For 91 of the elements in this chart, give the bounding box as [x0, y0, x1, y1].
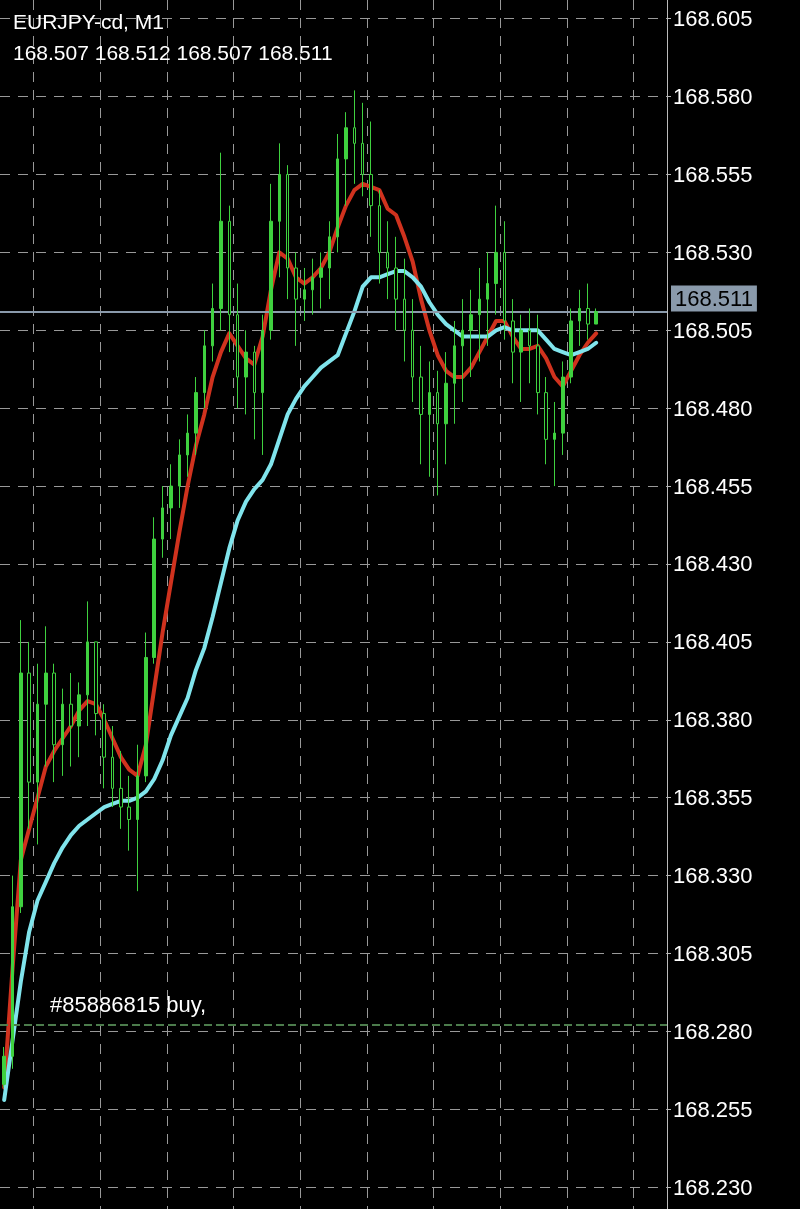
y-tick-label: 168.430	[673, 551, 753, 577]
candlestick	[61, 688, 64, 777]
candlestick	[319, 251, 323, 309]
candlestick	[278, 142, 281, 278]
candlestick	[86, 600, 89, 727]
candlestick	[569, 307, 573, 384]
candlestick	[536, 314, 540, 415]
y-tick-label: 168.280	[673, 1018, 753, 1044]
candlestick	[211, 283, 214, 362]
candlestick	[194, 376, 198, 456]
candlestick	[411, 298, 414, 403]
candlestick	[94, 641, 98, 736]
candlestick	[294, 251, 298, 347]
candlestick	[594, 307, 598, 325]
candlestick	[136, 744, 139, 892]
candlestick	[361, 102, 364, 197]
candlestick	[286, 164, 289, 300]
candlestick	[228, 205, 231, 353]
candlestick	[36, 663, 39, 845]
candlestick	[27, 641, 31, 830]
candlestick	[261, 314, 264, 456]
y-tick-label: 168.230	[673, 1174, 753, 1200]
candlestick	[486, 251, 489, 347]
y-tick-label: 168.480	[673, 395, 753, 421]
candlestick	[478, 267, 481, 362]
text: 168.507 168.512 168.507 168.511	[13, 41, 333, 64]
candlestick	[69, 672, 73, 768]
candlestick	[561, 360, 565, 456]
y-tick-label: 168.380	[673, 707, 753, 733]
candlestick	[436, 370, 439, 496]
candlestick	[203, 329, 206, 409]
candlestick	[2, 1046, 6, 1088]
candlestick	[253, 345, 256, 440]
candlestick	[144, 632, 148, 783]
candlestick	[219, 152, 223, 331]
candlestick	[544, 376, 548, 465]
candlestick	[161, 485, 164, 559]
candlestick	[369, 121, 373, 238]
candlestick	[19, 619, 23, 914]
candlestick	[328, 220, 331, 300]
candlestick	[503, 220, 506, 341]
candlestick	[586, 283, 590, 341]
candlestick	[244, 329, 248, 415]
candlestick	[169, 463, 173, 540]
candlestick	[11, 875, 14, 1070]
y-tick-label: 168.605	[673, 6, 753, 32]
candlestick	[519, 314, 523, 403]
candlestick	[311, 258, 314, 316]
candlestick	[336, 133, 339, 253]
y-tick-label: 168.455	[673, 473, 753, 499]
candlestick	[119, 750, 123, 830]
y-tick-label: 168.580	[673, 84, 753, 110]
candlestick	[386, 220, 389, 300]
y-tick-label: 168.330	[673, 863, 753, 889]
candlestick	[303, 267, 306, 322]
y-tick-label: 168.405	[673, 629, 753, 655]
candlestick	[52, 663, 56, 783]
candlestick	[444, 351, 448, 465]
candlestick	[152, 516, 156, 665]
y-tick-label: 168.355	[673, 785, 753, 811]
candlestick	[186, 413, 189, 478]
y-tick-label: 168.505	[673, 317, 753, 343]
candlestick	[461, 298, 464, 403]
candlestick	[77, 681, 81, 758]
candlestick	[102, 703, 106, 789]
candlestick	[403, 258, 406, 362]
candlestick	[528, 307, 531, 384]
candlestick	[344, 111, 348, 207]
y-tick-label: 168.255	[673, 1096, 753, 1122]
candlestick	[469, 289, 473, 378]
candlestick	[428, 360, 431, 478]
candlestick	[553, 401, 556, 487]
candlestick	[178, 438, 181, 509]
candlestick	[353, 89, 356, 185]
candlestick	[511, 298, 515, 384]
candlestick	[453, 320, 456, 425]
candlestick	[378, 189, 381, 285]
ref-line-label: #85886815 buy,	[50, 991, 207, 1017]
y-tick-label: 168.305	[673, 940, 753, 966]
candlestick	[419, 345, 423, 465]
y-tick-label: 168.555	[673, 161, 753, 187]
candlestick	[578, 289, 581, 347]
candlestick	[494, 205, 498, 316]
candlestick	[127, 775, 131, 852]
candlestick	[394, 236, 398, 331]
ref-line-label: 168.511	[675, 286, 753, 312]
candlestick	[236, 283, 239, 409]
candlestick	[269, 183, 273, 341]
y-tick-label: 168.530	[673, 239, 753, 265]
candlestick	[44, 625, 48, 768]
candlestick	[111, 725, 114, 808]
